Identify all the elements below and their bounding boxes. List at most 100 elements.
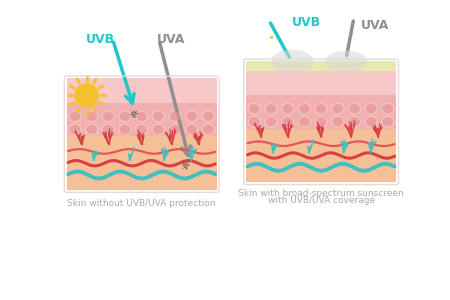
- Circle shape: [74, 83, 99, 108]
- Ellipse shape: [118, 123, 132, 136]
- Bar: [67, 136, 217, 190]
- Ellipse shape: [364, 103, 378, 115]
- Ellipse shape: [314, 103, 328, 115]
- Ellipse shape: [347, 103, 361, 115]
- Ellipse shape: [282, 104, 293, 113]
- Ellipse shape: [314, 116, 328, 128]
- Ellipse shape: [103, 112, 114, 121]
- Ellipse shape: [135, 110, 148, 122]
- Ellipse shape: [381, 116, 395, 128]
- Text: UVA: UVA: [157, 33, 185, 46]
- Ellipse shape: [299, 117, 310, 126]
- Ellipse shape: [297, 103, 311, 115]
- Ellipse shape: [266, 117, 276, 126]
- Ellipse shape: [349, 104, 360, 113]
- Ellipse shape: [186, 125, 197, 134]
- Ellipse shape: [282, 117, 293, 126]
- Ellipse shape: [202, 110, 216, 122]
- Ellipse shape: [153, 125, 164, 134]
- Ellipse shape: [186, 112, 197, 121]
- Ellipse shape: [170, 125, 180, 134]
- Ellipse shape: [248, 103, 261, 115]
- Ellipse shape: [349, 117, 360, 126]
- Polygon shape: [186, 162, 189, 165]
- Ellipse shape: [68, 123, 82, 136]
- Text: UVA: UVA: [361, 20, 390, 32]
- Ellipse shape: [168, 110, 182, 122]
- Ellipse shape: [101, 123, 115, 136]
- Ellipse shape: [333, 104, 343, 113]
- Ellipse shape: [170, 112, 180, 121]
- Polygon shape: [183, 163, 186, 165]
- Polygon shape: [186, 164, 190, 165]
- Ellipse shape: [271, 50, 313, 73]
- Ellipse shape: [101, 110, 115, 122]
- Ellipse shape: [299, 104, 310, 113]
- Ellipse shape: [120, 125, 130, 134]
- Ellipse shape: [381, 103, 395, 115]
- Polygon shape: [131, 111, 135, 114]
- Ellipse shape: [264, 116, 278, 128]
- Text: Skin with broad-spectrum sunscreen: Skin with broad-spectrum sunscreen: [238, 189, 404, 198]
- Bar: [246, 61, 396, 70]
- Ellipse shape: [202, 123, 216, 136]
- Bar: [67, 103, 217, 136]
- Text: with UVB/UVA coverage: with UVB/UVA coverage: [268, 196, 375, 205]
- Polygon shape: [133, 110, 135, 114]
- Ellipse shape: [70, 112, 81, 121]
- Polygon shape: [135, 114, 136, 116]
- Polygon shape: [180, 165, 186, 166]
- Circle shape: [259, 6, 284, 31]
- Bar: [246, 95, 396, 129]
- Text: UVB: UVB: [86, 33, 115, 46]
- Ellipse shape: [203, 112, 214, 121]
- Ellipse shape: [281, 116, 295, 128]
- Ellipse shape: [382, 117, 393, 126]
- Ellipse shape: [316, 117, 327, 126]
- Ellipse shape: [366, 117, 377, 126]
- Polygon shape: [131, 114, 135, 118]
- Ellipse shape: [153, 112, 164, 121]
- Text: UVB: UVB: [292, 16, 321, 29]
- Ellipse shape: [264, 103, 278, 115]
- Bar: [67, 78, 217, 103]
- Ellipse shape: [347, 116, 361, 128]
- Polygon shape: [135, 113, 139, 114]
- Ellipse shape: [248, 116, 261, 128]
- Ellipse shape: [185, 123, 198, 136]
- Ellipse shape: [249, 104, 260, 113]
- Ellipse shape: [152, 110, 165, 122]
- Ellipse shape: [325, 51, 367, 72]
- Ellipse shape: [297, 116, 311, 128]
- Ellipse shape: [382, 104, 393, 113]
- Ellipse shape: [135, 123, 148, 136]
- Ellipse shape: [249, 117, 260, 126]
- Ellipse shape: [364, 116, 378, 128]
- Ellipse shape: [85, 123, 99, 136]
- Ellipse shape: [85, 110, 99, 122]
- Ellipse shape: [70, 125, 81, 134]
- Text: Skin without UVB/UVA protection: Skin without UVB/UVA protection: [68, 200, 216, 208]
- Ellipse shape: [331, 116, 345, 128]
- Ellipse shape: [366, 104, 377, 113]
- Ellipse shape: [103, 125, 114, 134]
- Polygon shape: [135, 111, 138, 114]
- Ellipse shape: [203, 125, 214, 134]
- Ellipse shape: [281, 103, 295, 115]
- Ellipse shape: [333, 117, 343, 126]
- Ellipse shape: [316, 104, 327, 113]
- Ellipse shape: [168, 123, 182, 136]
- Ellipse shape: [266, 104, 276, 113]
- Polygon shape: [182, 165, 186, 169]
- Ellipse shape: [68, 110, 82, 122]
- Ellipse shape: [136, 112, 147, 121]
- Ellipse shape: [86, 125, 97, 134]
- Ellipse shape: [86, 112, 97, 121]
- Bar: [246, 129, 396, 182]
- Ellipse shape: [136, 125, 147, 134]
- Ellipse shape: [118, 110, 132, 122]
- Ellipse shape: [120, 112, 130, 121]
- Polygon shape: [186, 165, 187, 170]
- Ellipse shape: [152, 123, 165, 136]
- Polygon shape: [186, 165, 188, 167]
